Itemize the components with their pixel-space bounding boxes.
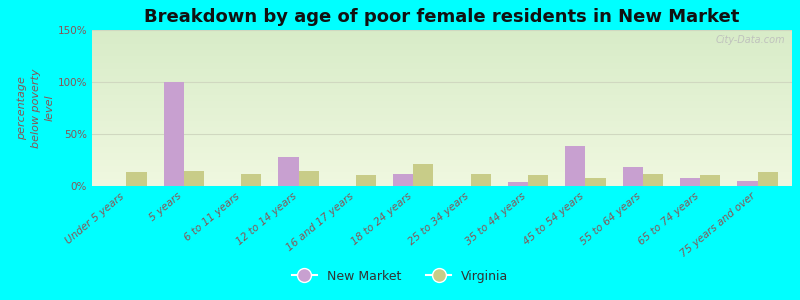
Text: City-Data.com: City-Data.com [715, 35, 785, 45]
Bar [528, 175, 548, 186]
Bar [738, 181, 758, 186]
Bar [394, 173, 414, 186]
Bar [164, 82, 184, 186]
Bar [470, 173, 490, 186]
Title: Breakdown by age of poor female residents in New Market: Breakdown by age of poor female resident… [144, 8, 740, 26]
Bar [126, 172, 146, 186]
Y-axis label: percentage
below poverty
level: percentage below poverty level [17, 68, 54, 148]
Bar [586, 178, 606, 186]
Legend: New Market, Virginia: New Market, Virginia [286, 265, 514, 288]
Bar [643, 173, 663, 186]
Bar [680, 178, 700, 186]
Bar [700, 175, 720, 186]
Bar [508, 182, 528, 186]
Bar [566, 146, 586, 186]
Bar [356, 175, 376, 186]
Bar [241, 173, 262, 186]
Bar [184, 171, 204, 186]
Bar [414, 164, 434, 186]
Bar [622, 167, 643, 186]
Bar [758, 172, 778, 186]
Bar [278, 157, 298, 186]
Bar [298, 171, 318, 186]
